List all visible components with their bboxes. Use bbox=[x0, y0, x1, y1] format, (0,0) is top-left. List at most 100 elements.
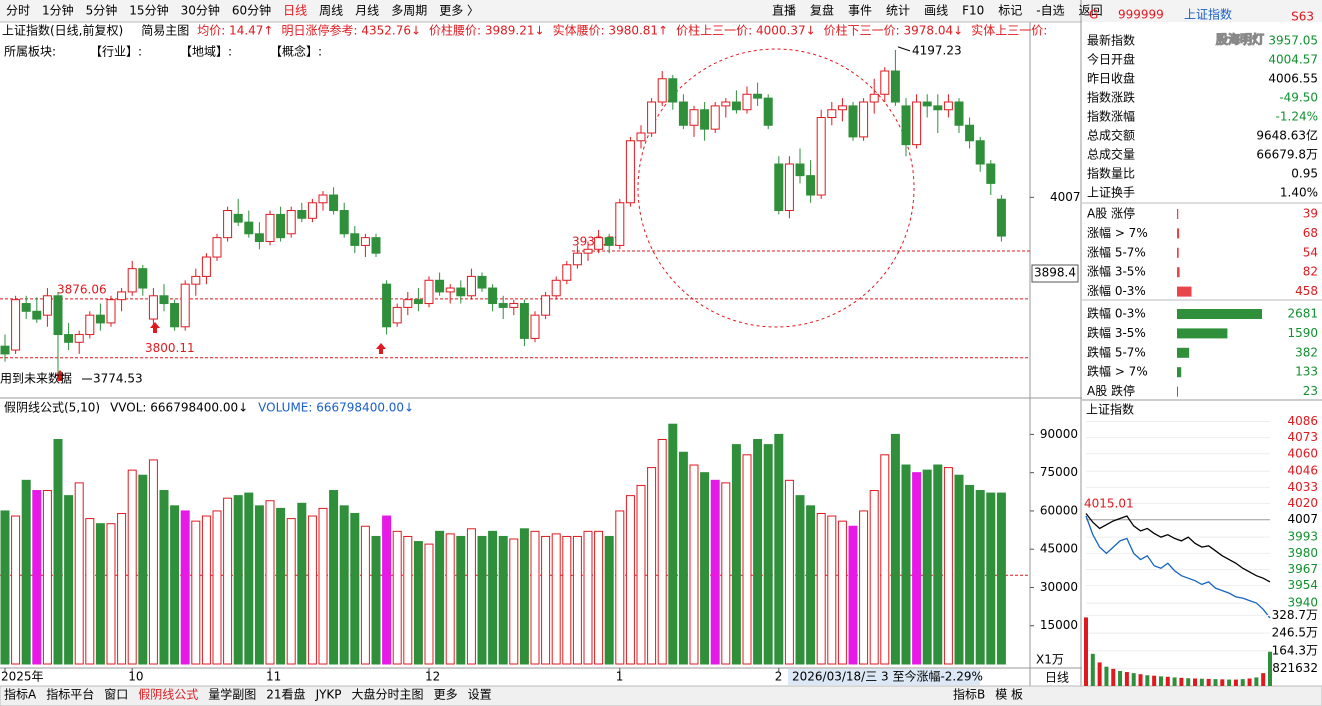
candle-body bbox=[583, 248, 593, 254]
volume-bar bbox=[32, 490, 42, 665]
toolbar-bg bbox=[0, 0, 1322, 22]
candle-body bbox=[689, 109, 699, 126]
volume-bar bbox=[413, 541, 423, 665]
candle-body bbox=[647, 101, 657, 134]
tool-button[interactable]: 事件 bbox=[848, 4, 872, 18]
period-tab[interactable]: 60分钟 bbox=[232, 3, 271, 18]
volume-bar bbox=[975, 490, 985, 665]
candle-body bbox=[731, 101, 741, 111]
volume-bar bbox=[85, 518, 95, 665]
quote-label: 最新指数 bbox=[1087, 33, 1135, 48]
period-tab[interactable]: 1分钟 bbox=[42, 3, 74, 18]
bottom-tab[interactable]: 模 板 bbox=[995, 688, 1023, 702]
mini-vol-bar bbox=[1090, 653, 1095, 686]
bottom-tab[interactable]: 设置 bbox=[468, 688, 492, 702]
info-item: 价柱下三一价: 3978.04↓ bbox=[824, 23, 964, 38]
tool-button[interactable]: 复盘 bbox=[810, 3, 834, 18]
candle-body bbox=[509, 303, 519, 308]
mini-vol-bar bbox=[1138, 674, 1143, 686]
volume-bar bbox=[753, 439, 763, 665]
period-tab[interactable]: 5分钟 bbox=[86, 3, 118, 18]
mini-tick-label: 3980 bbox=[1287, 546, 1318, 560]
tool-button[interactable]: 统计 bbox=[886, 4, 910, 18]
bottom-tab[interactable]: 更多 bbox=[434, 688, 458, 702]
volume-bar bbox=[435, 530, 445, 665]
candle-body bbox=[912, 101, 922, 146]
tool-button[interactable]: 直播 bbox=[772, 4, 796, 18]
ref-label: 3800.11 bbox=[145, 341, 195, 355]
candle-body bbox=[763, 97, 773, 126]
period-tab[interactable]: 15分钟 bbox=[129, 3, 168, 18]
tool-button[interactable]: F10 bbox=[962, 4, 984, 18]
volume-legend: 假阴线公式(5,10) bbox=[4, 401, 100, 415]
signal-arrow bbox=[55, 370, 65, 381]
tool-button[interactable]: 画线 bbox=[924, 4, 948, 18]
period-tab[interactable]: 分时 bbox=[6, 4, 30, 18]
candle-body bbox=[954, 101, 964, 126]
bottom-tab[interactable]: 大盘分时主图 bbox=[352, 687, 424, 702]
candle-body bbox=[148, 295, 158, 320]
candle-body bbox=[530, 314, 540, 339]
breadth-label: 涨幅 0-3% bbox=[1087, 283, 1146, 298]
bottom-tab[interactable]: 21看盘 bbox=[266, 687, 305, 702]
mini-tick-label: 4086 bbox=[1287, 414, 1318, 428]
quote-g: G bbox=[1089, 8, 1098, 22]
candle-body bbox=[795, 163, 805, 177]
breadth-value: 68 bbox=[1303, 226, 1318, 240]
period-tab[interactable]: 更多 〉 bbox=[439, 4, 479, 18]
volume-bar bbox=[212, 510, 222, 665]
mini-vol-bar bbox=[1247, 678, 1252, 686]
candle-body bbox=[0, 345, 10, 355]
bottom-tab[interactable]: 假阴线公式 bbox=[138, 688, 198, 702]
candle-body bbox=[435, 279, 445, 293]
info-item: 价柱腰价: 3989.21↓ bbox=[429, 23, 545, 38]
period-tab[interactable]: 月线 bbox=[355, 4, 379, 18]
volume-bar bbox=[742, 454, 752, 665]
volume-bar bbox=[816, 512, 826, 665]
mini-vol-bar bbox=[1254, 677, 1259, 686]
tool-button[interactable]: 标记 bbox=[998, 4, 1022, 18]
candle-body bbox=[562, 264, 572, 281]
breadth-label: 涨幅 3-5% bbox=[1087, 264, 1146, 279]
bottom-tab[interactable]: 指标平台 bbox=[46, 687, 94, 702]
bottom-tab[interactable]: JYKP bbox=[315, 688, 342, 702]
breadth-value: 2681 bbox=[1287, 307, 1318, 321]
tool-button[interactable]: 返回 bbox=[1079, 4, 1103, 18]
volume-bar bbox=[445, 533, 455, 665]
candle-body bbox=[138, 268, 148, 289]
period-tab[interactable]: 多周期 bbox=[391, 4, 427, 18]
mini-vol-bar bbox=[1158, 676, 1163, 686]
candle-body bbox=[816, 117, 826, 196]
breadth-bar bbox=[1177, 286, 1192, 297]
breadth-value: 39 bbox=[1303, 207, 1318, 221]
volume-bar bbox=[339, 505, 349, 665]
bottom-tab[interactable]: 量学副图 bbox=[208, 687, 256, 702]
volume-bar bbox=[848, 525, 858, 665]
period-tab[interactable]: 周线 bbox=[319, 4, 343, 18]
volume-bar bbox=[912, 472, 922, 665]
period-tab[interactable]: 日线 bbox=[283, 4, 307, 18]
volume-bar bbox=[519, 528, 529, 665]
candle-body bbox=[318, 194, 328, 204]
volume-bar bbox=[996, 492, 1006, 665]
candle-body bbox=[159, 295, 169, 305]
candle-body bbox=[42, 295, 52, 316]
quote-label: 上证换手 bbox=[1087, 186, 1135, 200]
breadth-bar bbox=[1177, 247, 1179, 258]
mini-tick-label: 4020 bbox=[1287, 496, 1318, 510]
mini-vol-bar bbox=[1084, 617, 1088, 686]
volume-bar bbox=[901, 464, 911, 665]
period-tab[interactable]: 30分钟 bbox=[181, 3, 220, 18]
volume-bar bbox=[21, 479, 31, 665]
quote-value: 9648.63亿 bbox=[1256, 128, 1318, 143]
quote-label: 总成交量 bbox=[1087, 147, 1135, 162]
volume-bar bbox=[371, 535, 381, 665]
bottom-tab[interactable]: 窗口 bbox=[104, 688, 128, 702]
candle-body bbox=[191, 275, 201, 285]
volume-bar bbox=[647, 467, 657, 665]
bottom-tab[interactable]: 指标A bbox=[4, 687, 37, 702]
tool-button[interactable]: -自选 bbox=[1036, 4, 1064, 18]
bottom-tab[interactable]: 指标B bbox=[953, 687, 985, 702]
volume-bar bbox=[106, 523, 116, 665]
period-tab[interactable]: 日线 bbox=[1045, 671, 1069, 685]
